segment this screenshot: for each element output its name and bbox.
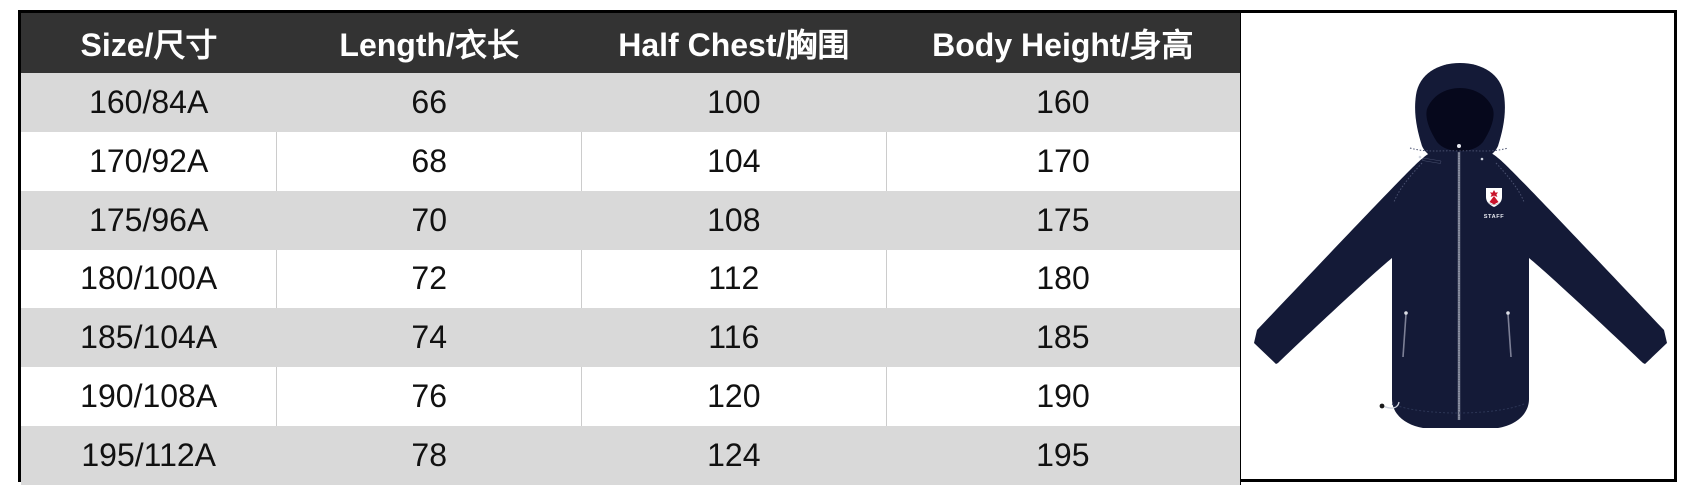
svg-text:STAFF: STAFF [1484,214,1505,220]
